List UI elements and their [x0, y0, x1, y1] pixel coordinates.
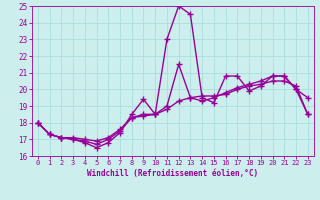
- X-axis label: Windchill (Refroidissement éolien,°C): Windchill (Refroidissement éolien,°C): [87, 169, 258, 178]
